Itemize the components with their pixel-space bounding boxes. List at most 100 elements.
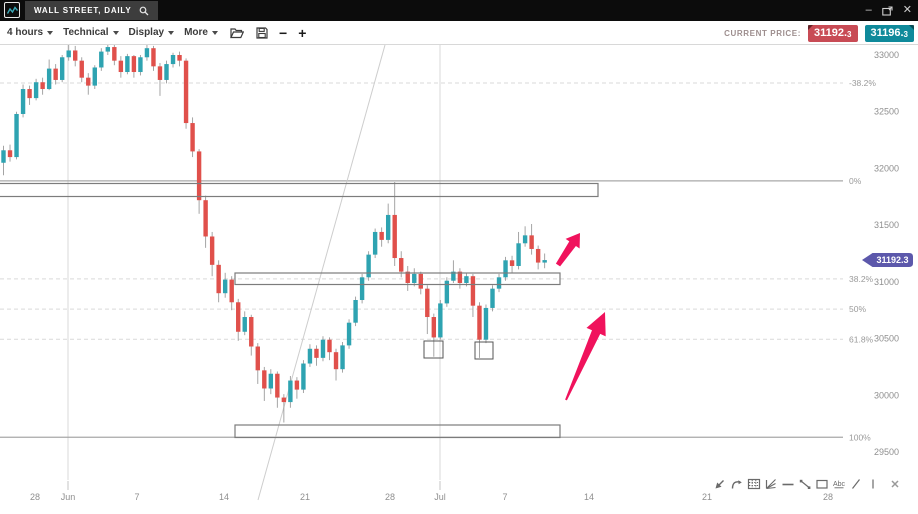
close-toolbar-button[interactable] [887,476,903,492]
tab-title: WALL STREET, DAILY [34,6,132,15]
candle-body [438,303,443,338]
time-tick-label: Jun [61,492,76,502]
curved-arrow-tool[interactable] [729,476,745,492]
timeframe-menu-label: 4 hours [7,27,44,38]
candle-body [27,89,32,99]
chevron-down-icon [47,31,54,35]
candle-body [470,276,476,306]
trend-segment-tool[interactable] [797,476,813,492]
chevron-down-icon [112,31,119,35]
sell-price-button[interactable]: 31192. 3 [808,24,858,42]
zoom-out-button[interactable]: − [279,24,288,41]
price-tick-label: 31500 [874,220,899,230]
candle-body [542,260,547,263]
time-tick-label: 28 [385,492,395,502]
open-folder-button[interactable] [230,27,244,39]
diagonal-line-tool[interactable] [848,476,864,492]
up-arrow-annotation[interactable] [565,312,606,401]
candle-body [275,373,280,398]
save-button[interactable] [256,26,268,39]
candle-body [392,214,397,259]
time-tick-label: Jul [434,492,446,502]
candle-body [307,348,313,364]
drawing-toolbar: Abc [712,476,903,492]
zone-rectangle-annotation[interactable] [0,182,599,198]
box-annotation[interactable] [474,341,494,360]
candle-body [385,214,391,240]
candle-body [40,82,45,90]
minimize-button[interactable]: – [865,4,872,16]
vertical-line-tool[interactable] [865,476,881,492]
chevron-down-icon [212,31,218,35]
candle-body [190,123,195,152]
candle-body [151,48,156,67]
candle-body [1,150,6,163]
current-price-tag [862,253,913,268]
candle-body [105,47,111,52]
candle-body [327,339,332,353]
time-tick-label: 7 [134,492,139,502]
candle-body [268,373,274,389]
candle-body [529,235,534,249]
zone-rectangle-annotation[interactable] [234,424,561,439]
candle-body [46,68,52,90]
candle-body [366,254,371,278]
candle-body [229,279,234,303]
titlebar: WALL STREET, DAILY – ✕ [0,0,918,21]
candle-body [262,370,267,389]
display-menu-label: Display [128,27,165,38]
rectangle-tool[interactable] [814,476,830,492]
timeframe-menu[interactable]: 4 hours [7,27,54,38]
search-icon[interactable] [139,6,149,16]
buy-price-button[interactable]: 31196. 3 [864,24,914,42]
up-arrow-annotation[interactable] [555,233,580,267]
buy-price-sub: 3 [903,29,908,39]
candle-body [20,89,26,114]
candle-body [451,271,456,281]
chart-toolbar: 4 hours Technical Display More [0,21,918,45]
time-tick-label: 21 [300,492,310,502]
fib-grid-tool[interactable] [746,476,762,492]
candle-body [203,200,208,237]
box-annotation[interactable] [423,340,444,359]
candle-body [503,260,508,278]
time-tick-label: 28 [823,492,833,502]
time-tick-label: 7 [502,492,507,502]
candle-body [66,50,71,58]
technical-menu[interactable]: Technical [63,27,119,38]
arrow-tool[interactable] [712,476,728,492]
candle-body [509,260,515,266]
close-button[interactable]: ✕ [902,4,912,16]
text-tool[interactable]: Abc [831,476,847,492]
zoom-in-button[interactable]: + [298,24,307,41]
chart-tab[interactable]: WALL STREET, DAILY [25,1,158,20]
price-chart[interactable]: -38.2% 0% 38.2% 50% 61.8% 100% 33000 32500 32000… [0,45,918,514]
candle-body [131,56,137,73]
fib-label: 61.8% [849,334,874,344]
price-tick-label: 32500 [874,107,899,117]
candle-body [457,271,463,283]
horizontal-line-tool[interactable] [780,476,796,492]
fib-label: 38.2% [849,274,874,284]
fan-lines-tool[interactable] [763,476,779,492]
candle-body [138,57,143,73]
more-menu[interactable]: More [184,27,218,38]
candle-body [477,305,482,340]
candle-body [7,150,13,158]
time-tick-label: 28 [30,492,40,502]
candle-body [301,363,306,390]
candle-body [333,352,339,370]
display-menu[interactable]: Display [129,27,175,38]
candle-body [431,317,437,338]
candle-body [249,317,254,347]
chevron-down-icon [168,31,175,35]
candle-body [59,57,65,80]
zone-rectangle-annotation[interactable] [234,272,561,286]
price-tick-label: 29500 [874,447,899,457]
candle-body [209,236,215,265]
candle-body [177,55,182,61]
popout-button[interactable] [882,5,893,16]
candle-body [464,276,469,283]
time-tick-label: 21 [702,492,712,502]
candle-body [346,322,352,346]
